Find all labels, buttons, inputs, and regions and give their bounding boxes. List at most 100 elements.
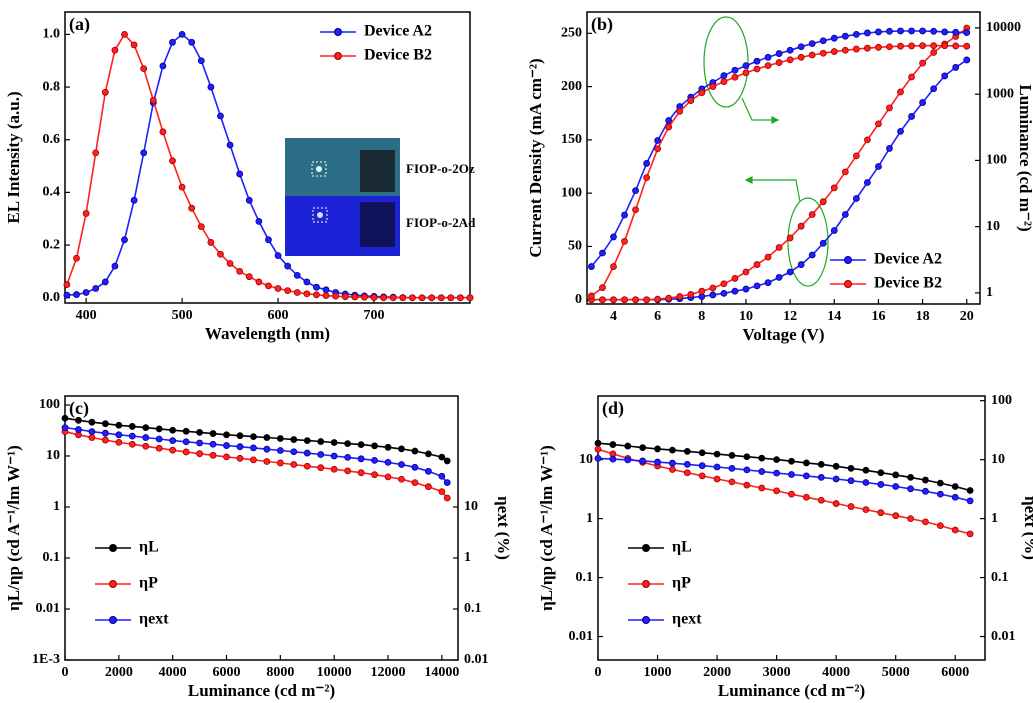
annotation-shapes: [703, 16, 829, 287]
data-point: [936, 479, 944, 487]
data-point: [773, 456, 781, 464]
data-point: [371, 471, 378, 479]
legend-label: Device A2: [874, 251, 942, 268]
data-point: [621, 211, 628, 219]
data-point: [841, 32, 849, 40]
data-point: [863, 136, 871, 144]
data-point: [764, 53, 772, 61]
inset-photo: [285, 138, 400, 256]
data-point: [862, 479, 870, 486]
data-point: [610, 263, 617, 270]
data-point: [832, 475, 840, 483]
x-tick-label: 4: [610, 309, 617, 324]
data-point: [457, 294, 464, 302]
data-point: [966, 487, 974, 494]
y-tick-label: 0.01: [36, 601, 61, 616]
data-point: [862, 506, 870, 514]
data-point: [588, 263, 595, 270]
data-point: [207, 83, 215, 91]
data-point: [389, 294, 397, 302]
data-point: [632, 187, 639, 195]
data-point: [197, 57, 205, 65]
data-point: [922, 476, 929, 484]
data-point: [698, 287, 706, 295]
y2-tick-label: 1: [986, 285, 993, 300]
data-point: [764, 62, 772, 70]
data-point: [897, 42, 904, 50]
data-point: [877, 481, 885, 488]
legend-label: Device B2: [874, 275, 942, 292]
x-axis-label: Luminance (cd m⁻²): [188, 681, 335, 700]
y-axis-label: ηL/ηp (cd A⁻¹/lm W⁻¹): [537, 445, 556, 611]
data-point: [758, 484, 766, 492]
data-point: [155, 425, 163, 433]
data-point: [357, 441, 365, 449]
data-point: [128, 423, 136, 430]
data-point: [101, 420, 109, 428]
data-point: [142, 424, 150, 432]
data-point: [610, 233, 617, 241]
data-point: [317, 464, 325, 472]
data-point: [217, 112, 224, 120]
data-point: [88, 418, 96, 426]
data-point: [720, 72, 728, 80]
data-point: [808, 211, 816, 218]
data-point: [728, 465, 736, 472]
data-point: [665, 294, 673, 302]
data-point: [753, 65, 761, 73]
data-point: [886, 27, 893, 35]
data-point: [817, 473, 825, 481]
data-point: [720, 280, 728, 288]
data-point: [209, 430, 217, 437]
data-point: [169, 157, 176, 165]
data-point: [209, 440, 217, 448]
data-point: [764, 253, 772, 261]
data-point: [73, 291, 80, 298]
data-point: [797, 222, 805, 230]
data-point: [290, 436, 298, 443]
data-point: [877, 469, 885, 477]
x-tick-label: 8: [698, 309, 705, 324]
data-point: [418, 294, 426, 302]
series-line: [597, 442, 971, 492]
data-point: [654, 295, 662, 303]
plot-frame: [597, 395, 986, 661]
data-point: [742, 268, 750, 276]
data-point: [361, 293, 368, 301]
data-point: [907, 515, 914, 523]
data-point: [140, 149, 148, 157]
data-point: [322, 292, 330, 300]
data-point: [303, 449, 311, 457]
data-point: [775, 244, 783, 251]
data-point: [817, 496, 825, 504]
x-tick-label: 18: [916, 309, 930, 324]
data-point: [922, 487, 929, 495]
data-point: [63, 291, 71, 299]
data-point: [142, 434, 150, 441]
data-point: [963, 29, 971, 37]
data-point: [875, 43, 882, 51]
data-point: [276, 447, 284, 454]
data-point: [639, 444, 647, 451]
data-point: [344, 453, 352, 461]
data-point: [687, 291, 695, 298]
y-tick-label: 50: [568, 239, 582, 254]
data-point: [330, 452, 338, 460]
data-point: [169, 437, 177, 445]
y-tick-label: 200: [561, 79, 582, 94]
series-line: [590, 30, 967, 268]
data-point: [82, 210, 90, 217]
data-point: [351, 293, 359, 301]
data-point: [709, 83, 717, 91]
data-point: [966, 530, 974, 538]
legend-label: ηP: [139, 575, 158, 592]
data-point: [128, 432, 136, 440]
data-point: [669, 459, 676, 467]
data-point: [322, 286, 330, 294]
data-point: [897, 127, 904, 135]
data-point: [196, 450, 203, 458]
data-point: [773, 487, 781, 495]
legend-marker: [642, 580, 650, 588]
data-point: [841, 211, 849, 218]
data-point: [951, 493, 959, 501]
